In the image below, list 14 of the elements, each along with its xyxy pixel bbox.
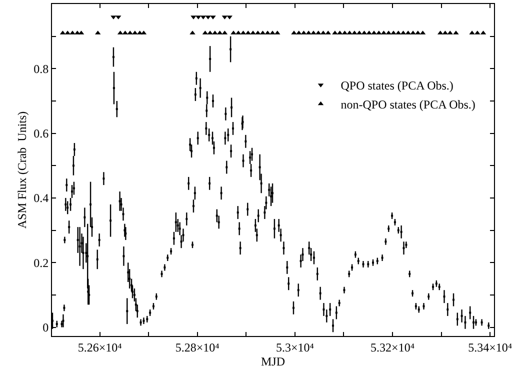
- y-tick-label: 0.2: [34, 256, 49, 270]
- x-tick-label: 5.3×10⁴: [276, 340, 314, 354]
- legend-label: QPO states (PCA Obs.): [340, 78, 454, 93]
- x-tick-label: 5.28×10⁴: [175, 340, 220, 354]
- y-tick-label: 0.8: [34, 62, 49, 76]
- x-tick-label: 5.26×10⁴: [78, 340, 122, 354]
- legend-label: non-QPO states (PCA Obs.): [340, 98, 476, 112]
- x-axis-title: MJD: [260, 354, 286, 368]
- y-tick-label: 0: [42, 320, 49, 334]
- y-axis-title: ASM Flux (Crab Units): [14, 111, 29, 229]
- x-tick-label: 5.32×10⁴: [370, 340, 415, 354]
- x-tick-label: 5.34×10⁴: [468, 340, 512, 354]
- y-tick-label: 0.4: [34, 191, 49, 206]
- y-tick-label: 0.6: [34, 126, 49, 141]
